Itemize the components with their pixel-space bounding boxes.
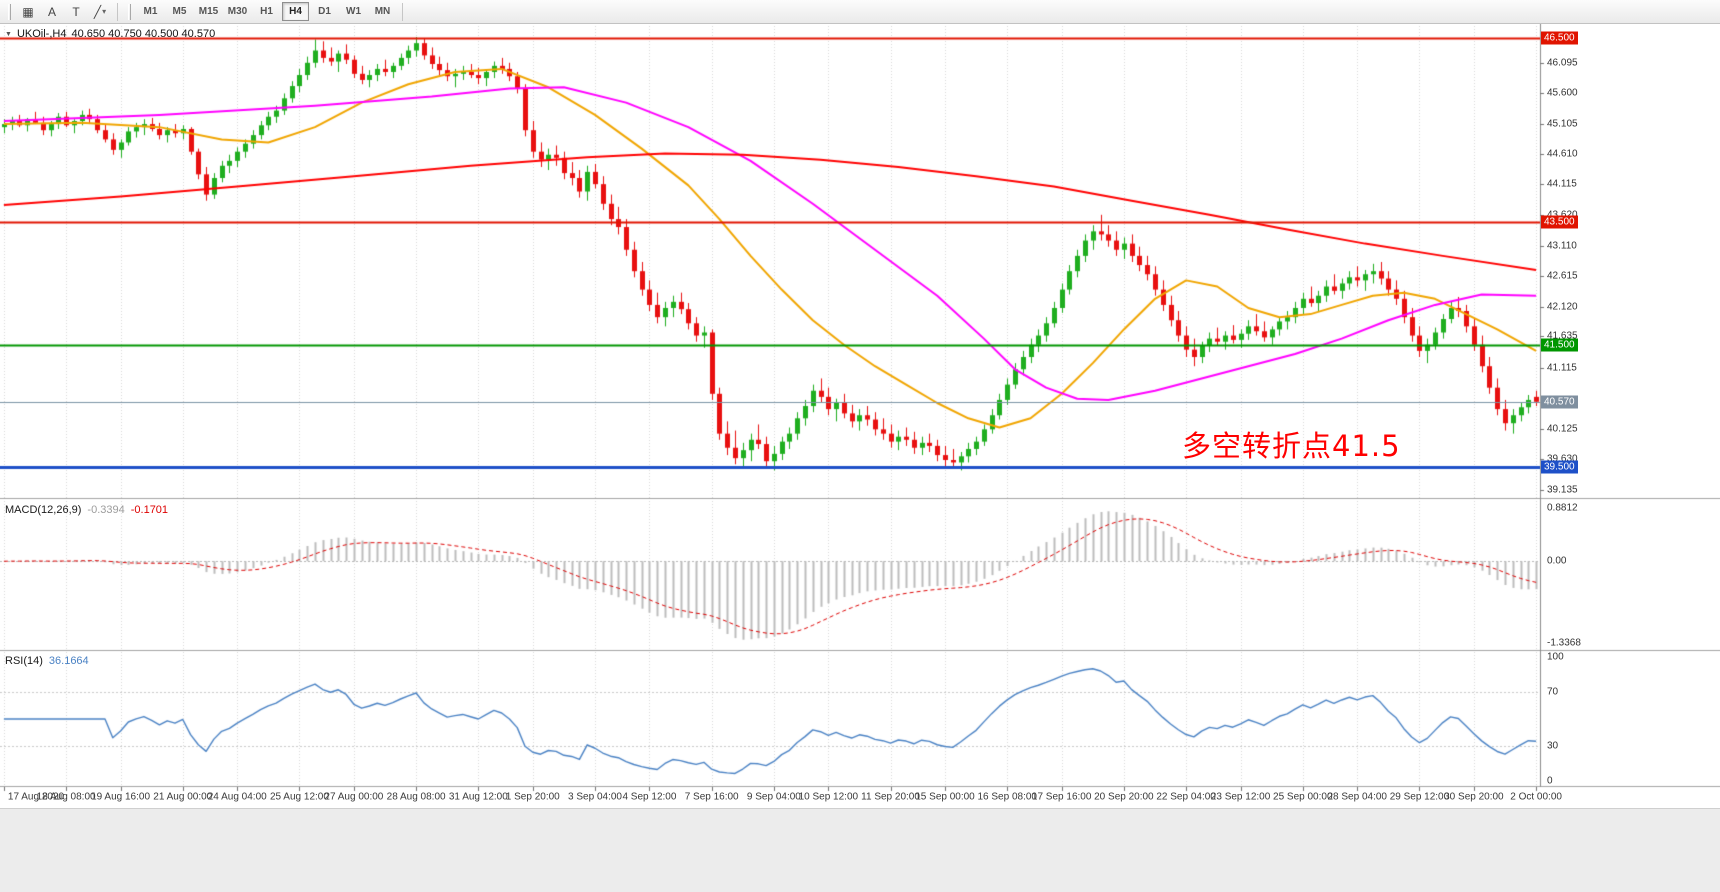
- time-axis-label: 24 Aug 04:00: [207, 791, 267, 803]
- time-axis-label: 22 Sep 04:00: [1156, 791, 1216, 803]
- new-chart-icon[interactable]: ▦: [22, 4, 34, 19]
- window-background: [0, 808, 1720, 892]
- price-badge-current-price: 40.570: [1541, 395, 1578, 409]
- price-axis-label: 41.115: [1547, 362, 1577, 374]
- time-axis-label: 3 Sep 04:00: [568, 791, 622, 803]
- price-axis-label: 43.620: [1547, 209, 1578, 220]
- timeframe-button-m30[interactable]: M30: [227, 6, 248, 17]
- rsi-axis-label: 0: [1547, 775, 1553, 787]
- time-axis-label: 28 Sep 04:00: [1327, 791, 1387, 803]
- macd-name: MACD(12,26,9): [5, 504, 82, 516]
- time-axis-label: 18 Aug 08:00: [36, 791, 96, 803]
- time-axis-label: 17 Aug 2020: [7, 791, 65, 803]
- price-axis-label: 43.110: [1547, 240, 1577, 252]
- time-axis-label: 25 Sep 00:00: [1273, 791, 1333, 803]
- chart-ohlc-values: 40.650 40.750 40.500 40.570: [71, 28, 216, 40]
- price-badge-support-39500: 39.500: [1541, 460, 1578, 474]
- time-axis-label: 1 Sep 20:00: [505, 791, 560, 803]
- toolbar-grip[interactable]: [8, 3, 11, 20]
- chart-window: ▼ UKOil-,H4 40.650 40.750 40.500 40.570 …: [0, 24, 1720, 808]
- price-axis-label: 42.615: [1547, 270, 1578, 282]
- toolbar-grip[interactable]: [128, 3, 131, 20]
- time-axis-label: 19 Aug 16:00: [91, 791, 151, 803]
- rsi-indicator-label: RSI(14) 36.1664: [5, 655, 89, 667]
- time-axis-label: 2 Oct 00:00: [1510, 791, 1562, 803]
- rsi-axis-label: 100: [1547, 651, 1564, 663]
- chart-collapse-icon[interactable]: ▼: [5, 30, 12, 38]
- time-axis-label: 25 Aug 12:00: [269, 791, 329, 803]
- price-axis-label: 46.095: [1547, 57, 1578, 69]
- time-axis-label: 29 Sep 12:00: [1389, 791, 1450, 803]
- time-axis-label: 27 Aug 00:00: [324, 791, 384, 803]
- price-axis-label: 41.635: [1547, 330, 1578, 342]
- macd-axis-label-max: 0.8812: [1547, 502, 1578, 514]
- price-axis-label: 39.630: [1547, 453, 1578, 465]
- price-badge-resistance-46500: 46.500: [1541, 31, 1578, 45]
- time-axis-label: 20 Sep 20:00: [1094, 791, 1154, 803]
- chevron-down-icon: ▾: [102, 7, 107, 16]
- chart-annotation-text[interactable]: 多空转折点41.5: [1182, 429, 1401, 463]
- price-badge-pivot-41500: 41.500: [1541, 338, 1578, 352]
- text-label-icon[interactable]: A: [47, 4, 56, 19]
- text-tool-icon[interactable]: T: [72, 4, 80, 19]
- rsi-axis-label: 70: [1547, 686, 1559, 698]
- price-chart-canvas[interactable]: [0, 24, 1720, 808]
- time-axis-label: 28 Aug 08:00: [386, 791, 446, 803]
- price-axis-label: 44.610: [1547, 148, 1578, 160]
- macd-indicator-label: MACD(12,26,9) -0.3394 -0.1701: [5, 504, 168, 516]
- toolbar-separator: [402, 2, 403, 21]
- time-axis-label: 23 Sep 12:00: [1210, 791, 1271, 803]
- rsi-value: 36.1664: [48, 655, 89, 667]
- time-axis-label: 31 Aug 12:00: [448, 791, 508, 803]
- time-axis-label: 16 Sep 08:00: [977, 791, 1037, 803]
- macd-axis-label-zero: 0.00: [1547, 555, 1567, 567]
- timeframe-button-h1[interactable]: H1: [260, 6, 273, 17]
- price-badge-resistance-43500: 43.500: [1541, 215, 1578, 229]
- macd-signal-value: -0.1701: [130, 504, 169, 516]
- time-axis-label: 4 Sep 12:00: [622, 791, 677, 803]
- time-axis-label: 10 Sep 12:00: [798, 791, 859, 803]
- rsi-axis-label: 30: [1547, 740, 1559, 752]
- toolbar: ▦ A T ╱ ▾ M1 M5 M15 M30 H1 H4 D1 W1 MN: [0, 0, 1720, 24]
- time-axis-label: 15 Sep 00:00: [915, 791, 975, 803]
- timeframe-button-h4[interactable]: H4: [282, 2, 309, 21]
- time-axis-label: 7 Sep 16:00: [684, 791, 739, 803]
- price-axis-label: 44.115: [1547, 178, 1577, 190]
- time-axis-label: 9 Sep 04:00: [746, 791, 801, 803]
- toolbar-separator: [117, 2, 118, 21]
- timeframe-button-mn[interactable]: MN: [374, 6, 391, 17]
- rsi-name: RSI(14): [5, 655, 43, 667]
- time-axis-label: 21 Aug 00:00: [153, 791, 213, 803]
- time-axis-label: 17 Sep 16:00: [1031, 791, 1092, 803]
- timeframe-button-m5[interactable]: M5: [172, 6, 187, 17]
- timeframe-button-m15[interactable]: M15: [198, 6, 219, 17]
- timeframe-button-w1[interactable]: W1: [346, 6, 361, 17]
- line-studies-icon[interactable]: ╱ ▾: [93, 4, 107, 19]
- macd-main-value: -0.3394: [87, 504, 125, 516]
- timeframe-button-m1[interactable]: M1: [143, 6, 158, 17]
- time-axis-label: 11 Sep 20:00: [861, 791, 920, 803]
- price-axis-label: 40.125: [1547, 423, 1578, 435]
- price-axis-label: 39.135: [1547, 484, 1578, 496]
- price-axis-label: 45.105: [1547, 118, 1578, 130]
- price-axis-label: 42.120: [1547, 301, 1578, 313]
- chart-symbol-timeframe: UKOil-,H4: [16, 28, 67, 40]
- timeframe-button-d1[interactable]: D1: [318, 6, 331, 17]
- time-axis-label: 30 Sep 20:00: [1444, 791, 1504, 803]
- price-axis-label: 45.600: [1547, 87, 1578, 99]
- chart-ohlc-header: ▼ UKOil-,H4 40.650 40.750 40.500 40.570: [5, 28, 215, 40]
- macd-axis-label-min: -1.3368: [1547, 637, 1581, 649]
